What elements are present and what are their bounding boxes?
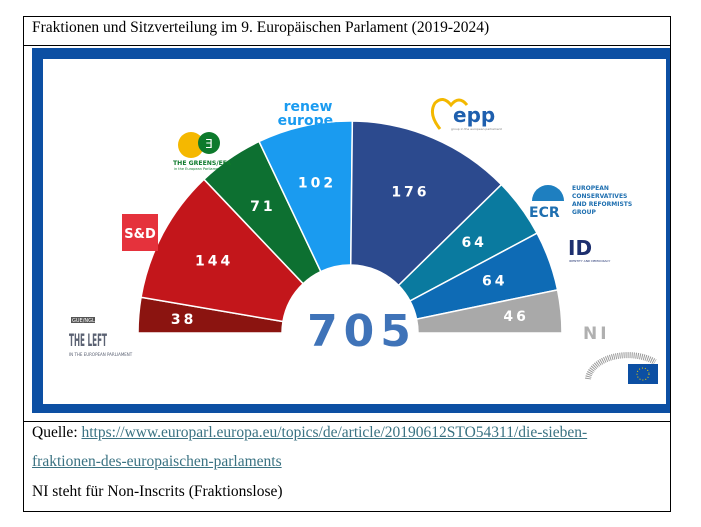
source-link-continued[interactable]: fraktionen-des-europaischen-parlaments: [32, 453, 282, 470]
total-seats: 705: [307, 306, 417, 357]
svg-text:renew: renew: [284, 99, 333, 115]
ecr-logo: ECR EUROPEAN CONSERVATIVES AND REFORMIST…: [529, 185, 632, 221]
id-logo: ID IDENTITY AND DEMOCRACY: [568, 236, 610, 263]
epp-logo: epp group in the european parliament: [430, 98, 503, 131]
parliament-image: 38 144 71 102 176 64 64 46 705 GUE/NGL THE LEFT…: [32, 48, 670, 413]
seat-count-label: 64: [461, 235, 486, 251]
svg-text:THE LEFT: THE LEFT: [69, 331, 107, 351]
seat-segment: [140, 178, 305, 323]
svg-text:epp: epp: [453, 103, 495, 127]
svg-text:europe.: europe.: [278, 113, 339, 129]
svg-text:Ǝ: Ǝ: [205, 137, 213, 151]
ni-note: NI steht für Non-Inscrits (Fraktionslose…: [32, 483, 283, 500]
svg-text:GROUP: GROUP: [572, 209, 597, 216]
figure-title: Fraktionen und Sitzverteilung im 9. Euro…: [32, 19, 490, 36]
svg-text:THE GREENS/EFA: THE GREENS/EFA: [173, 160, 231, 167]
divider: [24, 45, 670, 46]
svg-text:CONSERVATIVES: CONSERVATIVES: [572, 193, 627, 200]
seat-segment: [349, 120, 503, 287]
seat-count-label: 176: [391, 184, 429, 200]
seat-count-label: 102: [298, 176, 336, 192]
seat-count-label: 64: [482, 274, 507, 290]
seat-chart: 38 144 71 102 176 64 64 46 705 GUE/NGL THE LEFT…: [69, 98, 658, 384]
svg-text:AND REFORMISTS: AND REFORMISTS: [572, 201, 632, 208]
chart-area: 38 144 71 102 176 64 64 46 705 GUE/NGL THE LEFT…: [43, 59, 666, 404]
source-link[interactable]: https://www.europarl.europa.eu/topics/de…: [81, 424, 588, 441]
divider: [24, 421, 670, 422]
svg-text:in the European Parliament: in the European Parliament: [174, 167, 222, 171]
seat-count-label: 71: [250, 199, 275, 215]
seat-count-label: 144: [195, 253, 233, 269]
source-label: Quelle:: [32, 424, 78, 441]
renew-logo: renew europe.: [278, 99, 339, 129]
svg-text:GUE/NGL: GUE/NGL: [72, 318, 95, 324]
figure-table: Fraktionen und Sitzverteilung im 9. Euro…: [23, 16, 671, 512]
left-logo: GUE/NGL THE LEFT IN THE EUROPEAN PARLIAM…: [69, 317, 133, 357]
svg-text:IN THE EUROPEAN PARLIAMENT: IN THE EUROPEAN PARLIAMENT: [69, 352, 133, 357]
svg-text:group in the european parliame: group in the european parliament: [451, 127, 503, 131]
svg-text:S&D: S&D: [124, 227, 156, 242]
sd-logo: S&D: [122, 214, 158, 251]
source-line: Quelle: https://www.europarl.europa.eu/t…: [32, 424, 587, 442]
seat-count-label: 38: [171, 312, 196, 328]
svg-text:IDENTITY AND DEMOCRACY: IDENTITY AND DEMOCRACY: [569, 259, 610, 263]
greens-logo: Ǝ THE GREENS/EFA in the European Parliam…: [173, 132, 231, 171]
svg-text:ECR: ECR: [529, 205, 560, 221]
seat-count-label: 46: [503, 309, 528, 325]
svg-text:ID: ID: [568, 236, 592, 260]
seat-segment: [415, 288, 563, 334]
parliament-emblem: [585, 352, 658, 384]
svg-text:EUROPEAN: EUROPEAN: [572, 185, 609, 192]
ni-label: NI: [583, 324, 610, 344]
